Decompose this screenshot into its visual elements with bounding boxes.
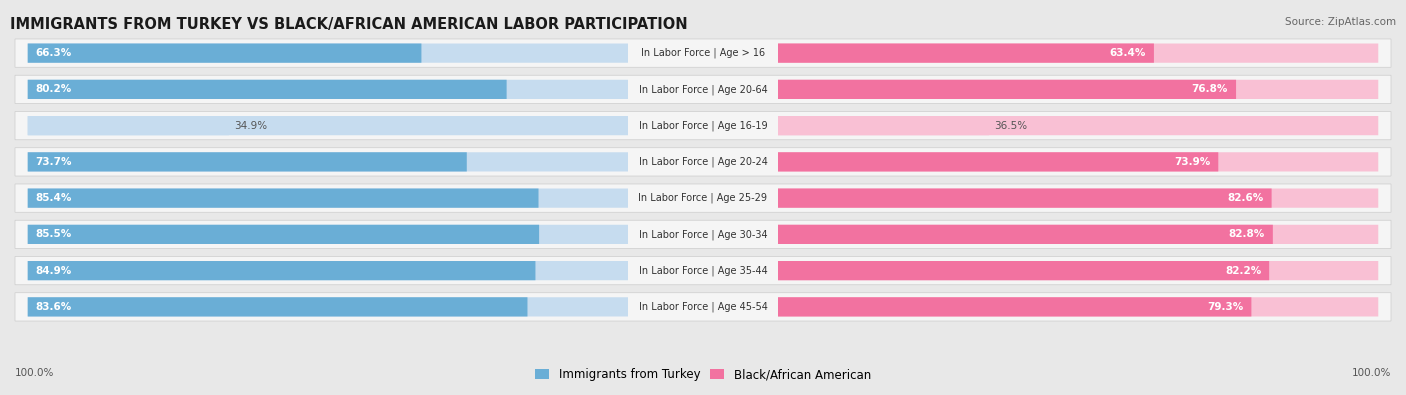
FancyBboxPatch shape bbox=[778, 297, 1378, 316]
FancyBboxPatch shape bbox=[28, 116, 229, 135]
FancyBboxPatch shape bbox=[28, 225, 538, 244]
FancyBboxPatch shape bbox=[28, 188, 628, 208]
Text: 83.6%: 83.6% bbox=[35, 302, 72, 312]
Text: In Labor Force | Age 30-34: In Labor Force | Age 30-34 bbox=[638, 229, 768, 240]
FancyBboxPatch shape bbox=[778, 152, 1378, 171]
FancyBboxPatch shape bbox=[28, 188, 538, 208]
Text: 36.5%: 36.5% bbox=[994, 120, 1028, 131]
FancyBboxPatch shape bbox=[28, 80, 628, 99]
Text: In Labor Force | Age 35-44: In Labor Force | Age 35-44 bbox=[638, 265, 768, 276]
FancyBboxPatch shape bbox=[778, 225, 1378, 244]
Text: 100.0%: 100.0% bbox=[15, 368, 55, 378]
Text: 66.3%: 66.3% bbox=[35, 48, 72, 58]
FancyBboxPatch shape bbox=[778, 80, 1236, 99]
FancyBboxPatch shape bbox=[28, 43, 628, 63]
FancyBboxPatch shape bbox=[778, 188, 1271, 208]
Text: 82.6%: 82.6% bbox=[1227, 193, 1264, 203]
FancyBboxPatch shape bbox=[28, 225, 628, 244]
FancyBboxPatch shape bbox=[28, 261, 628, 280]
Text: 100.0%: 100.0% bbox=[1351, 368, 1391, 378]
FancyBboxPatch shape bbox=[778, 116, 1378, 135]
Text: 80.2%: 80.2% bbox=[35, 85, 72, 94]
FancyBboxPatch shape bbox=[15, 111, 1391, 140]
Text: 85.4%: 85.4% bbox=[35, 193, 72, 203]
Text: 82.2%: 82.2% bbox=[1225, 265, 1261, 276]
Text: 73.9%: 73.9% bbox=[1174, 157, 1211, 167]
FancyBboxPatch shape bbox=[15, 39, 1391, 67]
FancyBboxPatch shape bbox=[28, 116, 628, 135]
FancyBboxPatch shape bbox=[15, 75, 1391, 103]
FancyBboxPatch shape bbox=[28, 152, 467, 171]
Text: In Labor Force | Age 20-24: In Labor Force | Age 20-24 bbox=[638, 157, 768, 167]
FancyBboxPatch shape bbox=[778, 152, 1218, 171]
Text: 34.9%: 34.9% bbox=[233, 120, 267, 131]
Text: 73.7%: 73.7% bbox=[35, 157, 72, 167]
FancyBboxPatch shape bbox=[778, 80, 1378, 99]
FancyBboxPatch shape bbox=[28, 152, 628, 171]
Text: 79.3%: 79.3% bbox=[1208, 302, 1243, 312]
FancyBboxPatch shape bbox=[28, 297, 527, 316]
FancyBboxPatch shape bbox=[28, 297, 628, 316]
FancyBboxPatch shape bbox=[778, 116, 988, 135]
Text: In Labor Force | Age 20-64: In Labor Force | Age 20-64 bbox=[638, 84, 768, 95]
FancyBboxPatch shape bbox=[778, 297, 1251, 316]
FancyBboxPatch shape bbox=[778, 188, 1378, 208]
FancyBboxPatch shape bbox=[15, 256, 1391, 285]
FancyBboxPatch shape bbox=[778, 261, 1270, 280]
FancyBboxPatch shape bbox=[15, 293, 1391, 321]
FancyBboxPatch shape bbox=[778, 261, 1378, 280]
Text: Source: ZipAtlas.com: Source: ZipAtlas.com bbox=[1285, 17, 1396, 27]
Legend: Immigrants from Turkey, Black/African American: Immigrants from Turkey, Black/African Am… bbox=[536, 368, 870, 381]
Text: In Labor Force | Age 45-54: In Labor Force | Age 45-54 bbox=[638, 302, 768, 312]
Text: 84.9%: 84.9% bbox=[35, 265, 72, 276]
FancyBboxPatch shape bbox=[778, 43, 1378, 63]
Text: In Labor Force | Age > 16: In Labor Force | Age > 16 bbox=[641, 48, 765, 58]
FancyBboxPatch shape bbox=[15, 148, 1391, 176]
FancyBboxPatch shape bbox=[15, 220, 1391, 248]
FancyBboxPatch shape bbox=[28, 80, 506, 99]
Text: 76.8%: 76.8% bbox=[1192, 85, 1227, 94]
FancyBboxPatch shape bbox=[778, 43, 1154, 63]
Text: 85.5%: 85.5% bbox=[35, 229, 72, 239]
FancyBboxPatch shape bbox=[778, 225, 1272, 244]
Text: In Labor Force | Age 16-19: In Labor Force | Age 16-19 bbox=[638, 120, 768, 131]
FancyBboxPatch shape bbox=[28, 43, 422, 63]
Text: 82.8%: 82.8% bbox=[1229, 229, 1265, 239]
Text: 63.4%: 63.4% bbox=[1109, 48, 1146, 58]
FancyBboxPatch shape bbox=[28, 261, 536, 280]
FancyBboxPatch shape bbox=[15, 184, 1391, 212]
Text: In Labor Force | Age 25-29: In Labor Force | Age 25-29 bbox=[638, 193, 768, 203]
Text: IMMIGRANTS FROM TURKEY VS BLACK/AFRICAN AMERICAN LABOR PARTICIPATION: IMMIGRANTS FROM TURKEY VS BLACK/AFRICAN … bbox=[10, 17, 688, 32]
